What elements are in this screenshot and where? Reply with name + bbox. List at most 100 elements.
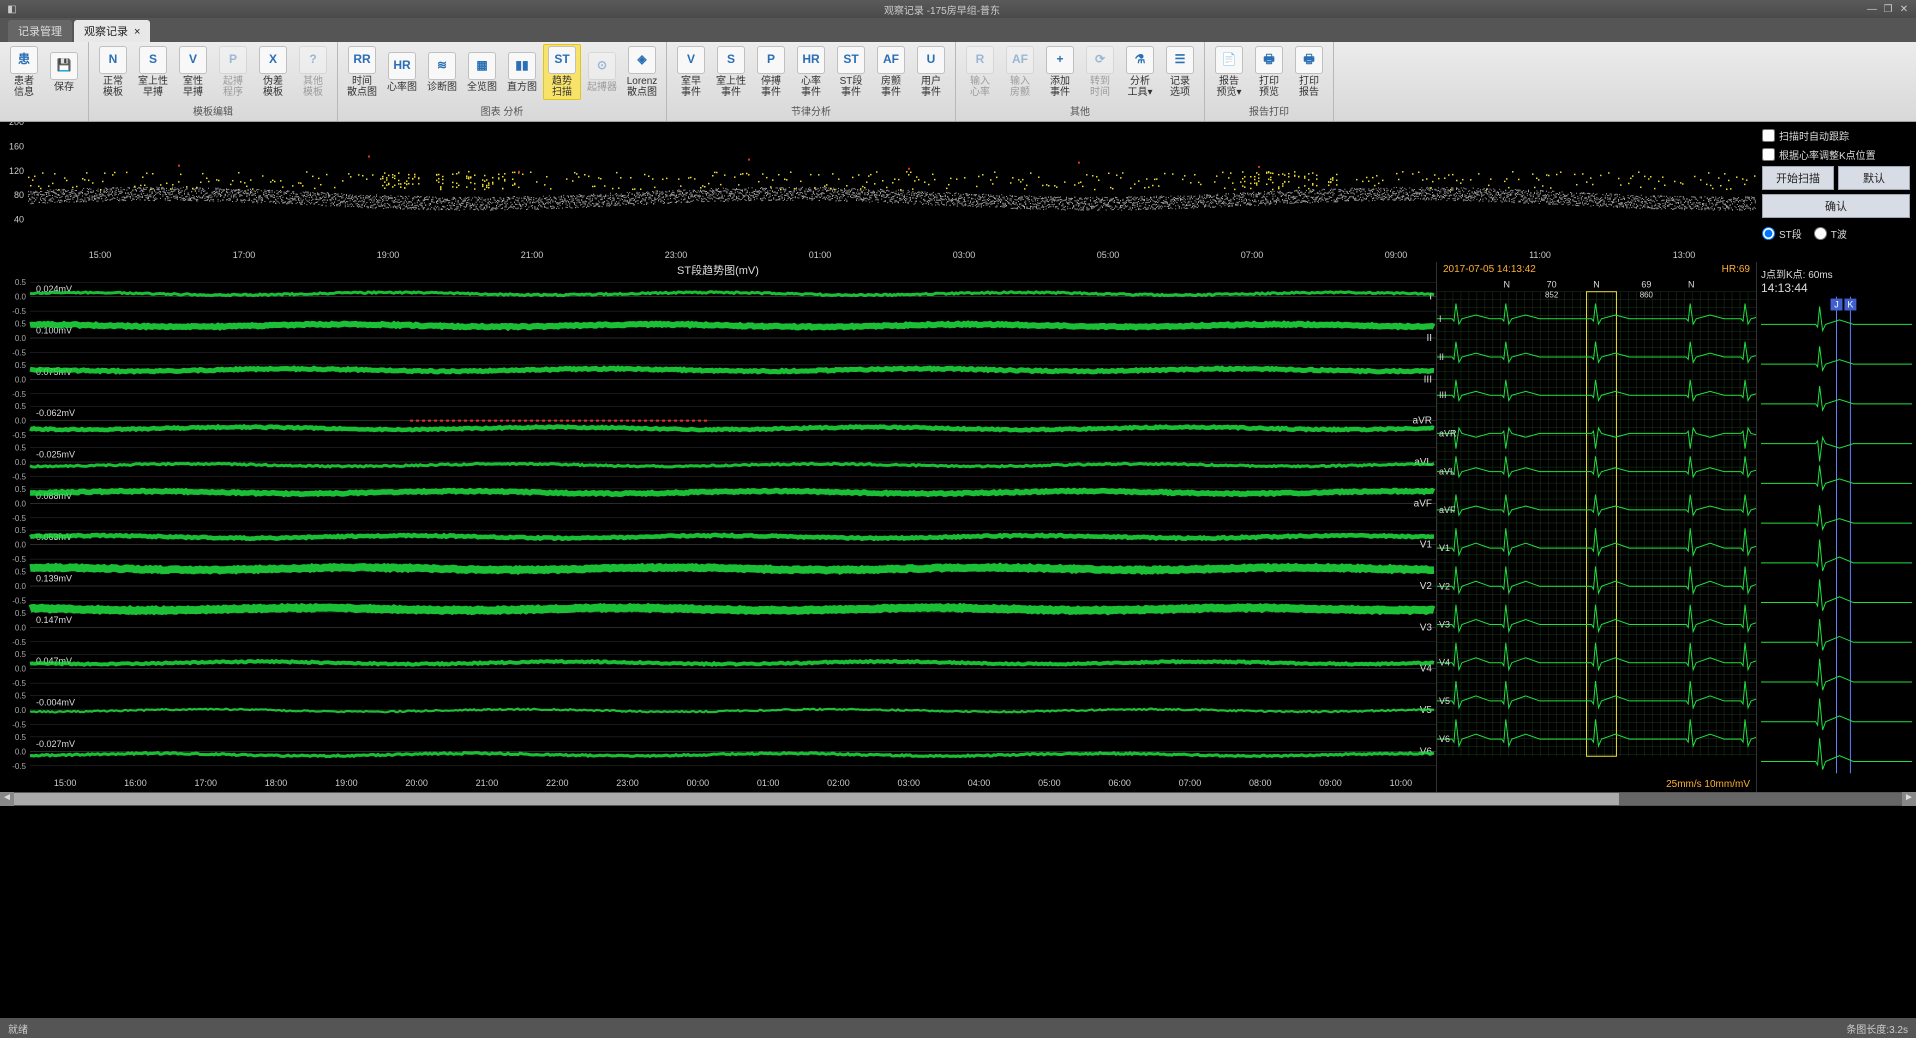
record-option-button[interactable]: ☰记录选项 [1161, 44, 1199, 100]
hr-event-button[interactable]: HR心率事件 [792, 44, 830, 100]
close-button[interactable]: ✕ [1896, 4, 1912, 15]
v-premature-icon: V [179, 46, 207, 74]
svg-text:07:00: 07:00 [1241, 250, 1264, 260]
diagnosis-chart-button-label: 诊断图 [427, 82, 457, 93]
hr-scatter-plot[interactable]: 200160120804015:0017:0019:0021:0023:0001… [0, 122, 1756, 262]
user-event-button[interactable]: U用户事件 [912, 44, 950, 100]
v-event-button[interactable]: V室早事件 [672, 44, 710, 100]
tab-close-icon[interactable]: × [134, 26, 140, 38]
maximize-button[interactable]: ❐ [1880, 4, 1896, 15]
confirm-button[interactable]: 确认 [1762, 194, 1910, 218]
print-preview-button-label: 打印预览 [1259, 76, 1279, 98]
ribbon-group-label: 模板编辑 [93, 102, 333, 119]
sv-event-icon: S [717, 46, 745, 74]
scan-control-panel: 扫描时自动跟踪 根据心率调整K点位置 开始扫描 默认 确认 ST段 T波 [1756, 122, 1916, 262]
auto-track-checkbox[interactable]: 扫描时自动跟踪 [1762, 128, 1910, 143]
tab-观察记录[interactable]: 观察记录× [74, 20, 150, 42]
sv-event-button-label: 室上性事件 [716, 76, 746, 98]
print-report-button-label: 打印报告 [1299, 76, 1319, 98]
analysis-tool-icon: ⚗ [1126, 46, 1154, 74]
trend-scan-button[interactable]: ST趋势扫描 [543, 44, 581, 100]
beat-detail-panel[interactable]: J点到K点: 60ms 14:13:44 JK [1756, 262, 1916, 792]
overview-button[interactable]: ▦全览图 [463, 44, 501, 100]
pause-event-button[interactable]: P停搏事件 [752, 44, 790, 100]
lorenz-button-label: Lorenz散点图 [627, 76, 658, 98]
normal-template-button[interactable]: N正常模板 [94, 44, 132, 100]
report-preview-button[interactable]: 📄报告预览▾ [1210, 44, 1248, 100]
scroll-right-button[interactable]: ► [1902, 792, 1916, 806]
hr-chart-button[interactable]: HR心率图 [383, 44, 421, 100]
v-premature-button[interactable]: V室性早搏 [174, 44, 212, 100]
user-event-icon: U [917, 46, 945, 74]
strip-length-text: 条图长度:3.2s [1846, 1021, 1908, 1036]
start-scan-button[interactable]: 开始扫描 [1762, 166, 1834, 190]
normal-template-button-label: 正常模板 [103, 76, 123, 98]
pacemaker-scatter-button-label: 起搏器 [587, 82, 617, 93]
ecg-strip-panel[interactable]: 2017-07-05 14:13:42 HR:69 N70852N69860NI… [1436, 262, 1756, 792]
patient-info-button[interactable]: 患患者信息 [5, 44, 43, 100]
lorenz-icon: ◈ [628, 46, 656, 74]
app-icon: ◧ [4, 4, 20, 15]
st-trend-scrollbar[interactable]: ◄ ► [0, 792, 1916, 806]
v-event-icon: V [677, 46, 705, 74]
svg-text:120: 120 [9, 166, 24, 176]
st-radio[interactable]: ST段 [1762, 226, 1802, 241]
default-button[interactable]: 默认 [1838, 166, 1910, 190]
ecg-scale: 25mm/s 10mm/mV [1666, 779, 1750, 790]
jk-interval-label: J点到K点: 60ms [1761, 266, 1912, 281]
other-template-icon: ? [299, 46, 327, 74]
input-af-button-label: 输入房颤 [1010, 76, 1030, 98]
af-event-button[interactable]: AF房颤事件 [872, 44, 910, 100]
add-event-button[interactable]: +添加事件 [1041, 44, 1079, 100]
input-hr-button-label: 输入心率 [970, 76, 990, 98]
st-event-button[interactable]: STST段事件 [832, 44, 870, 100]
svg-text:15:00: 15:00 [89, 250, 112, 260]
patient-info-icon: 患 [10, 46, 38, 74]
artifact-template-icon: X [259, 46, 287, 74]
print-report-button[interactable]: 🖶打印报告 [1290, 44, 1328, 100]
rr-scatter-button[interactable]: RR时间散点图 [343, 44, 381, 100]
document-tabs: 记录管理观察记录× [0, 18, 1916, 42]
ribbon-group-label [4, 117, 84, 119]
svg-text:17:00: 17:00 [233, 250, 256, 260]
sv-event-button[interactable]: S室上性事件 [712, 44, 750, 100]
st-trend-chart[interactable]: ST段趋势图(mV) 0.50.0-0.50.024mVI0.50.0-0.50… [0, 262, 1436, 792]
v-event-button-label: 室早事件 [681, 76, 701, 98]
overview-button-label: 全览图 [467, 82, 497, 93]
analysis-tool-button[interactable]: ⚗分析工具▾ [1121, 44, 1159, 100]
twave-radio[interactable]: T波 [1814, 226, 1847, 241]
trend-scan-icon: ST [548, 46, 576, 74]
save-button-label: 保存 [54, 82, 74, 93]
af-event-button-label: 房颤事件 [881, 76, 901, 98]
add-event-button-label: 添加事件 [1050, 76, 1070, 98]
scroll-left-button[interactable]: ◄ [0, 792, 14, 806]
other-template-button-label: 其他模板 [303, 76, 323, 98]
svg-text:03:00: 03:00 [953, 250, 976, 260]
artifact-template-button-label: 伪差模板 [263, 76, 283, 98]
minimize-button[interactable]: — [1864, 4, 1880, 15]
print-preview-button[interactable]: 🖶打印预览 [1250, 44, 1288, 100]
af-event-icon: AF [877, 46, 905, 74]
lorenz-button[interactable]: ◈Lorenz散点图 [623, 44, 661, 100]
rr-scatter-button-label: 时间散点图 [347, 76, 377, 98]
adjust-k-checkbox[interactable]: 根据心率调整K点位置 [1762, 147, 1910, 162]
print-report-icon: 🖶 [1295, 46, 1323, 74]
rr-scatter-icon: RR [348, 46, 376, 74]
add-event-icon: + [1046, 46, 1074, 74]
patient-info-button-label: 患者信息 [14, 76, 34, 98]
svg-text:200: 200 [9, 122, 24, 127]
ecg-timestamp: 2017-07-05 14:13:42 [1443, 264, 1536, 275]
tab-记录管理[interactable]: 记录管理 [8, 20, 72, 42]
artifact-template-button[interactable]: X伪差模板 [254, 44, 292, 100]
hr-chart-button-label: 心率图 [387, 82, 417, 93]
diagnosis-chart-icon: ≋ [428, 52, 456, 80]
histogram-button[interactable]: ▮▮直方图 [503, 44, 541, 100]
save-button[interactable]: 💾保存 [45, 44, 83, 100]
diagnosis-chart-button[interactable]: ≋ 诊断图 [423, 44, 461, 100]
report-preview-button-label: 报告预览▾ [1216, 76, 1241, 98]
ribbon-group-label: 图表 分析 [342, 102, 662, 119]
svg-text:11:00: 11:00 [1529, 250, 1551, 260]
sv-premature-button[interactable]: S室上性早搏 [134, 44, 172, 100]
svg-text:13:00: 13:00 [1673, 250, 1696, 260]
window-title: 观察记录 -175房早组-普东 [20, 2, 1864, 17]
